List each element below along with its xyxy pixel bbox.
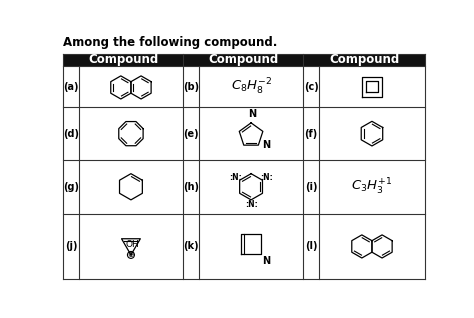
Text: (g): (g) [63,182,79,192]
Bar [183,53,303,66]
Text: $C_3H_3^{+1}$: $C_3H_3^{+1}$ [351,177,392,197]
Text: (c): (c) [304,82,319,92]
Text: (h): (h) [183,182,199,192]
Text: (j): (j) [64,241,77,252]
Text: $C_8H_8^{-2}$: $C_8H_8^{-2}$ [230,77,272,97]
Text: (b): (b) [183,82,199,92]
Text: Compound: Compound [88,53,158,66]
Text: :N:: :N: [245,200,257,209]
Text: Compound: Compound [329,53,399,66]
Text: :N:: :N: [229,173,242,183]
Text: (e): (e) [183,129,199,139]
Text: (a): (a) [63,82,79,92]
Text: (f): (f) [304,129,318,139]
Bar [303,53,425,66]
Text: N: N [262,256,270,266]
Text: Compound: Compound [208,53,278,66]
Text: Among the following compound.: Among the following compound. [63,36,277,49]
Text: (i): (i) [305,182,318,192]
Text: OH: OH [126,240,139,249]
Text: N: N [262,140,270,150]
Text: N: N [248,109,256,119]
Text: (k): (k) [183,241,199,252]
Text: (d): (d) [63,129,79,139]
Text: (l): (l) [305,241,318,252]
Bar [63,53,183,66]
Text: ⊕: ⊕ [128,250,134,259]
Text: :N:: :N: [260,173,273,183]
